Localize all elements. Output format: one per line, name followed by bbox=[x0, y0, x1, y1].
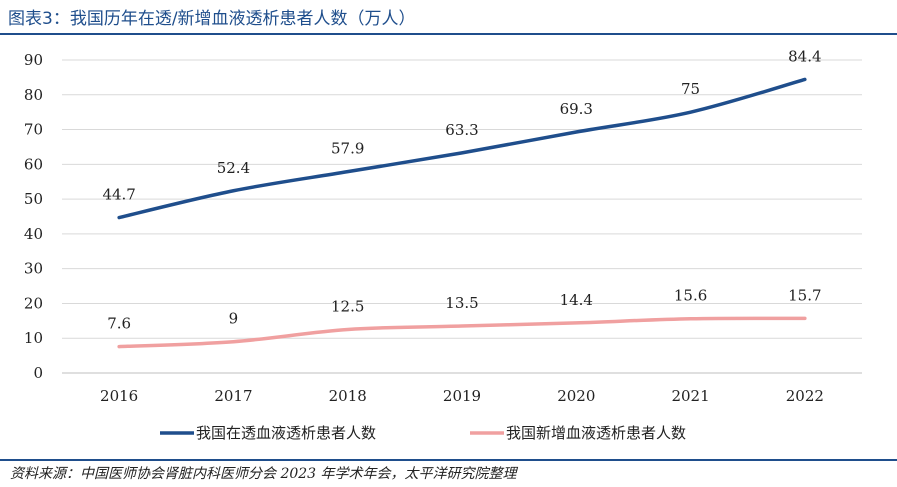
legend-label: 我国在透血液透析患者人数 bbox=[196, 424, 376, 442]
data-label: 63.3 bbox=[445, 121, 478, 139]
data-label: 69.3 bbox=[560, 100, 593, 118]
y-tick-label: 10 bbox=[24, 329, 43, 347]
y-tick-label: 0 bbox=[33, 364, 43, 382]
source-note: 资料来源：中国医师协会肾脏内科医师分会 2023 年学术年会，太平洋研究院整理 bbox=[10, 466, 517, 482]
y-tick-label: 90 bbox=[24, 51, 43, 69]
data-label: 13.5 bbox=[445, 294, 478, 312]
data-label: 15.6 bbox=[674, 287, 707, 305]
x-tick-label: 2021 bbox=[671, 387, 709, 405]
data-label: 84.4 bbox=[788, 47, 821, 65]
series-line-in-dialysis bbox=[117, 77, 807, 220]
data-label: 57.9 bbox=[331, 140, 364, 158]
x-tick-label: 2020 bbox=[557, 387, 595, 405]
data-label: 9 bbox=[229, 310, 239, 328]
data-label: 14.4 bbox=[560, 291, 593, 309]
source-rule bbox=[0, 459, 897, 461]
y-tick-label: 60 bbox=[24, 155, 43, 173]
line-chart: 0 10 20 30 40 50 60 70 80 90 2016 2017 2018 2019 2020 2… bbox=[24, 47, 862, 442]
y-tick-label: 80 bbox=[24, 86, 43, 104]
chart-title: 图表3：我国历年在透/新增血液透析患者人数（万人） bbox=[8, 9, 416, 29]
x-tick-label: 2022 bbox=[786, 387, 824, 405]
title-rule bbox=[0, 33, 897, 35]
y-tick-label: 30 bbox=[24, 260, 43, 278]
data-label: 12.5 bbox=[331, 298, 364, 316]
x-tick-label: 2018 bbox=[329, 387, 367, 405]
x-tick-label: 2019 bbox=[443, 387, 481, 405]
data-label: 44.7 bbox=[102, 186, 135, 204]
data-label: 52.4 bbox=[217, 159, 250, 177]
x-tick-label: 2016 bbox=[100, 387, 138, 405]
series-line-new-patients bbox=[117, 316, 807, 349]
y-tick-label: 20 bbox=[24, 294, 43, 312]
legend-label: 我国新增血液透析患者人数 bbox=[506, 424, 686, 442]
y-tick-label: 70 bbox=[24, 121, 43, 139]
y-tick-label: 40 bbox=[24, 225, 43, 243]
x-tick-label: 2017 bbox=[214, 387, 252, 405]
y-tick-label: 50 bbox=[24, 190, 43, 208]
data-label: 7.6 bbox=[107, 315, 131, 333]
data-label: 75 bbox=[681, 80, 700, 98]
data-label: 15.7 bbox=[788, 286, 821, 304]
